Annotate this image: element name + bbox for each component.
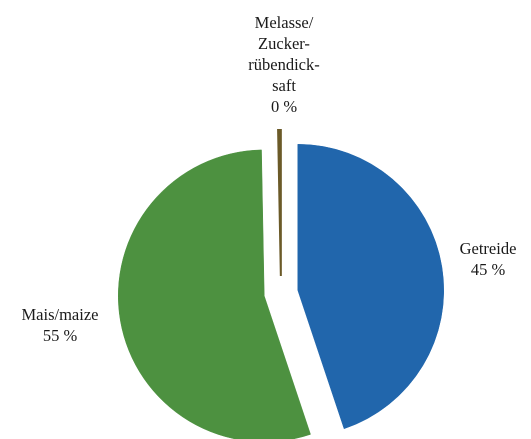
slice-value-label: 45 % <box>471 260 506 279</box>
data-label-melasse: Melasse/Zucker-rübendick-saft 0 % <box>248 13 319 116</box>
slice-category-label: saft <box>272 76 296 95</box>
data-label-getreide: Getreide 45 % <box>460 239 517 279</box>
slice-category-label: rübendick- <box>248 55 319 74</box>
slice-category-label: Zucker- <box>258 34 310 53</box>
pie-slice-melasse <box>277 129 282 277</box>
slice-value-label: 0 % <box>271 97 297 116</box>
slice-category-label: Getreide <box>460 239 517 258</box>
slice-category-label: Mais/maize <box>22 305 99 324</box>
pie-slice-getreide <box>297 144 445 430</box>
slice-category-label: Melasse/ <box>255 13 314 32</box>
slice-value-label: 55 % <box>43 326 78 345</box>
data-label-mais-maize: Mais/maize 55 % <box>22 305 99 345</box>
pie-slice-mais-maize <box>118 149 311 439</box>
